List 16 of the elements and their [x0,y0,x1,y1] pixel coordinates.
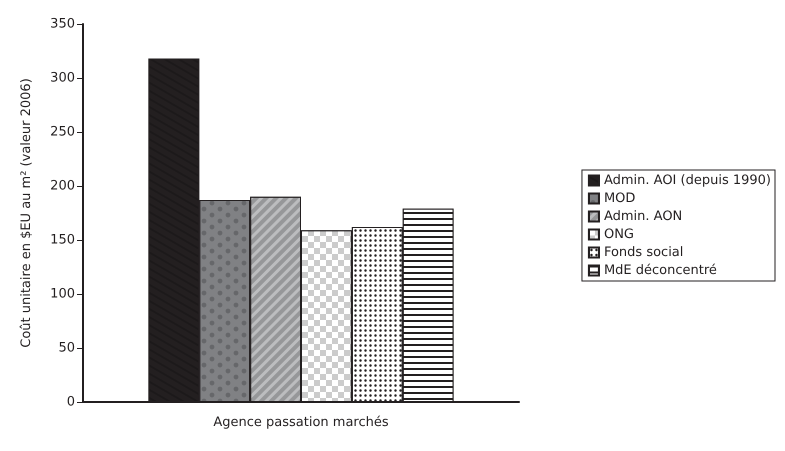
legend-label: ONG [604,227,634,242]
y-axis-title: Coût unitaire en $EU au m² (valeur 2006) [19,78,34,348]
y-tick-label: 350 [50,16,75,32]
legend-label: Admin. AOI (depuis 1990) [604,173,771,188]
legend-label: MOD [604,191,636,206]
y-tick-label: 250 [50,124,75,140]
y-tick-label: 0 [66,394,75,410]
x-tick-label: Agence passation marchés [213,415,389,430]
legend-label: Fonds social [604,245,684,260]
y-tick-label: 50 [58,340,75,356]
y-tick-label: 300 [50,70,75,86]
y-tick-label: 100 [50,286,75,302]
legend-label: Admin. AON [604,209,682,224]
legend-label: MdE déconcentré [604,263,717,278]
y-tick-label: 150 [50,232,75,248]
y-tick-label: 200 [50,178,75,194]
